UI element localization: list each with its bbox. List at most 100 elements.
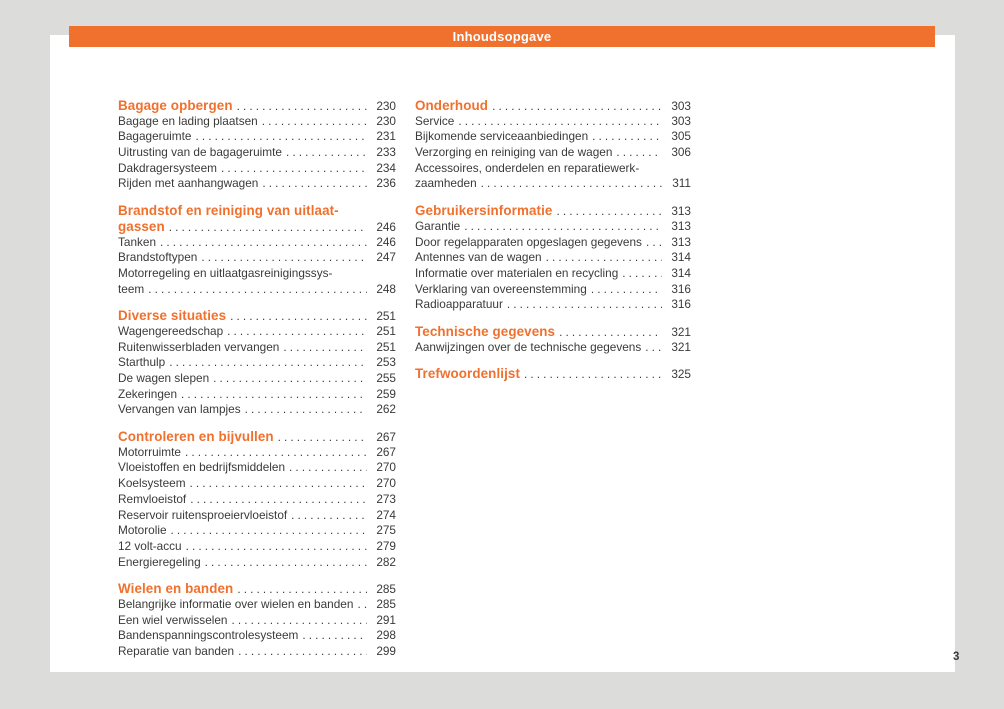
- toc-entry-label: Motorolie: [118, 523, 167, 538]
- dot-leader: [262, 176, 367, 192]
- toc-entry-row: Energieregeling 282: [118, 555, 396, 571]
- toc-column-left: Bagage opbergen230Bagage en lading plaat…: [118, 98, 396, 660]
- toc-entry-label: Accessoires, onderdelen en reparatiewerk…: [415, 160, 640, 175]
- toc-page-number: 267: [376, 444, 396, 459]
- toc-entry-label: Belangrijke informatie over wielen en ba…: [118, 596, 354, 611]
- toc-page-number: 251: [376, 323, 396, 338]
- dot-leader: [559, 325, 662, 341]
- toc-page-number: 313: [671, 218, 691, 233]
- dot-leader: [507, 297, 662, 313]
- toc-page-number: 274: [376, 507, 396, 522]
- toc-page-number: 311: [672, 176, 691, 191]
- toc-entry-row: De wagen slepen 255: [118, 371, 396, 387]
- toc-section: Technische gegevens321Aanwijzingen over …: [415, 324, 691, 355]
- toc-entry-row: Aanwijzingen over de technische gegevens…: [415, 340, 691, 356]
- toc-section: Onderhoud303Service303Bijkomende service…: [415, 98, 691, 192]
- toc-page-number: 299: [376, 644, 396, 658]
- toc-entry-label: Wagengereedschap: [118, 323, 224, 338]
- toc-page-number: 270: [376, 460, 396, 475]
- toc-page-number: 267: [376, 430, 396, 445]
- toc-entry-row: Ruitenwisserbladen vervangen 251: [118, 340, 396, 356]
- toc-entry-label: Energieregeling: [118, 554, 201, 569]
- toc-entry-row: Radioapparatuur 316: [415, 297, 691, 313]
- toc-page-number: 230: [376, 113, 396, 128]
- toc-entry-row: Wagengereedschap 251: [118, 324, 396, 340]
- toc-section-title: Wielen en banden: [118, 581, 234, 597]
- toc-page-number: 321: [671, 339, 691, 354]
- toc-entry-row: Bagageruimte 231: [118, 129, 396, 145]
- toc-entry-label: Garantie: [415, 218, 461, 233]
- toc-entry-row: Remvloeistof 273: [118, 492, 396, 508]
- toc-entry-label: Bagageruimte: [118, 129, 192, 144]
- dot-leader: [245, 402, 367, 418]
- toc-page-number: 291: [376, 612, 396, 627]
- toc-entry-row: Rijden met aanhangwagen 236: [118, 176, 396, 192]
- toc-page-number: 303: [671, 99, 691, 113]
- dot-leader: [195, 129, 367, 145]
- toc-entry-row: Garantie 313: [415, 219, 691, 235]
- toc-section-heading-row: Diverse situaties 251: [118, 308, 396, 324]
- dot-leader: [232, 613, 368, 629]
- toc-entry-label: Vervangen van lampjes: [118, 402, 241, 417]
- toc-entry-label: Koelsysteem: [118, 476, 186, 491]
- toc-column-right: Onderhoud303Service303Bijkomende service…: [415, 98, 691, 382]
- toc-entry-row: Motorruimte 267: [118, 445, 396, 461]
- dot-leader: [171, 523, 367, 539]
- dot-leader: [181, 387, 367, 403]
- toc-page-number: 285: [376, 582, 396, 597]
- page-number: 3: [953, 651, 960, 663]
- toc-page-number: 285: [376, 596, 396, 611]
- toc-entry-row: Tanken 246: [118, 235, 396, 251]
- toc-page-number: 313: [671, 204, 691, 219]
- toc-entry-row: Service 303: [415, 114, 691, 130]
- toc-entry-row: Bandenspanningscontrolesysteem 298: [118, 628, 396, 644]
- toc-entry-label: Motorregeling en uitlaatgasreinigingssys…: [118, 265, 333, 280]
- dot-leader: [286, 145, 367, 161]
- toc-page-number: 313: [671, 234, 691, 249]
- toc-entry-label: Bagage en lading plaatsen: [118, 113, 258, 128]
- toc-entry-row: Uitrusting van de bagageruimte 233: [118, 145, 396, 161]
- toc-section-heading-row: gassen 246: [118, 219, 396, 235]
- toc-entry-row: Een wiel verwisselen 291: [118, 613, 396, 629]
- toc-page-number: 306: [671, 145, 691, 160]
- toc-section-heading-row: Bagage opbergen 230: [118, 98, 396, 114]
- dot-leader: [221, 161, 367, 177]
- toc-entry-label: Antennes van de wagen: [415, 250, 542, 265]
- toc-section: Bagage opbergen230Bagage en lading plaat…: [118, 98, 396, 192]
- toc-page-number: 234: [376, 160, 396, 175]
- toc-entry-row: Door regelapparaten opgeslagen gegevens 3…: [415, 235, 691, 251]
- toc-page-number: 305: [671, 129, 691, 144]
- dot-leader: [546, 250, 662, 266]
- toc-section-title: Onderhoud: [415, 98, 489, 113]
- toc-section: Wielen en banden 285 Belangrijke informati…: [118, 581, 396, 659]
- dot-leader: [213, 371, 367, 387]
- toc-page-number: 246: [376, 219, 396, 234]
- toc-section-title: Controleren en bijvullen: [118, 429, 274, 445]
- toc-section-heading-row: Wielen en banden 285: [118, 581, 396, 597]
- toc-section-heading-row: Controleren en bijvullen 267: [118, 429, 396, 445]
- dot-leader: [481, 176, 662, 192]
- toc-entry-label: Dakdragersysteem: [118, 160, 218, 175]
- toc-section-title: Bagage opbergen: [118, 98, 233, 113]
- toc-section: Trefwoordenlijst 325: [415, 366, 691, 382]
- dot-leader: [458, 114, 662, 130]
- toc-page-number: 253: [376, 355, 396, 370]
- dot-leader: [169, 220, 367, 236]
- toc-section-title: Trefwoordenlijst: [415, 366, 521, 382]
- toc-page-number: 275: [376, 523, 396, 538]
- toc-section-title: Brandstof en reiniging van uitlaat-: [118, 203, 339, 219]
- toc-section: Diverse situaties251Wagengereedschap 251 R…: [118, 308, 396, 418]
- toc-entry-label: Bandenspanningscontrolesysteem: [118, 628, 299, 643]
- dot-leader: [169, 355, 367, 371]
- toc-page-number: 282: [376, 554, 396, 569]
- toc-page-number: 303: [671, 113, 691, 128]
- toc-entry-row: Motorregeling en uitlaatgasreinigingssys…: [118, 266, 396, 282]
- toc-entry-row: Vervangen van lampjes 262: [118, 402, 396, 418]
- toc-page-number: 233: [376, 145, 396, 160]
- toc-entry-row: Reparatie van banden 299: [118, 644, 396, 660]
- toc-entry-row: Belangrijke informatie over wielen en ba…: [118, 597, 396, 613]
- toc-entry-row: Verklaring van overeenstemming 316: [415, 282, 691, 298]
- toc-page-number: 279: [376, 538, 396, 553]
- page-title: Inhoudsopgave: [452, 29, 552, 44]
